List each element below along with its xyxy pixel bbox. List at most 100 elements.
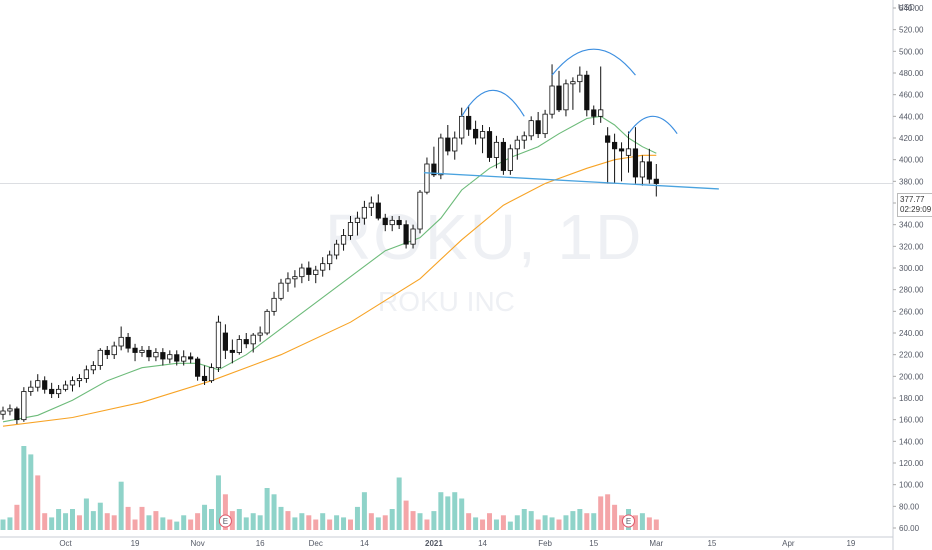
candle-body [500,141,507,171]
candle-body [278,282,284,299]
volume-bar [556,519,562,530]
pattern-arc [461,89,525,117]
y-tick-label: 320.00 [899,242,924,251]
candle-body [90,365,96,371]
candle-body [35,380,41,388]
volume-bar [452,492,458,530]
pattern-arc [628,115,678,135]
candle-body [535,120,541,135]
candle-body [69,380,76,386]
volume-bar [174,521,180,530]
y-tick-label: 180.00 [899,394,924,403]
candle-body [424,163,430,193]
y-tick-label: 500.00 [899,47,924,56]
y-tick-label: 220.00 [899,351,924,360]
volume-bar [591,513,597,530]
volume-bar [605,494,611,530]
volume-bar [612,504,618,530]
volume-bar [181,515,187,530]
x-tick-label: 19 [846,539,855,548]
volume-bar [264,488,270,530]
volume-bar [382,515,388,530]
volume-bar [327,519,333,530]
currency-label[interactable]: USD [898,3,915,12]
x-tick-label: 2021 [425,539,443,548]
candle-body [577,74,583,83]
y-tick-label: 140.00 [899,437,924,446]
volume-bar [438,492,444,530]
candle-body [375,202,381,219]
volume-bar [271,494,277,530]
volume-bar [410,511,416,530]
candle-body [146,349,152,358]
y-tick-label: 240.00 [899,329,924,338]
earnings-marker-label: E [626,517,631,526]
y-tick-label: 460.00 [899,91,924,100]
x-tick-label: Nov [190,539,204,548]
candle-body [598,109,604,117]
x-tick-label: 15 [589,539,598,548]
x-tick-label: Oct [59,539,72,548]
candle-body [361,206,368,219]
candle-body [340,235,347,245]
y-tick-label: 260.00 [899,307,924,316]
candle-body [472,128,479,139]
volume-bar [42,513,48,530]
y-tick-label: 300.00 [899,264,924,273]
volume-bar [35,475,41,530]
candle-body [368,202,374,208]
candle-body [201,375,208,382]
candle-body [333,243,340,256]
volume-bar [146,515,152,530]
candle-body [292,276,298,280]
candle-body [132,347,138,353]
volume-bar [320,513,326,530]
candle-body [320,263,326,271]
candle-body [570,81,576,85]
x-tick-label: Mar [649,539,663,548]
candle-body [347,222,354,236]
candle-body [306,267,312,275]
volume-bar [445,496,451,530]
x-tick-label: 19 [131,539,140,548]
volume-bar [125,506,131,530]
volume-bar [7,517,13,530]
volume-bar [76,515,82,530]
volume-bar [341,517,347,530]
candle-body [299,267,305,278]
x-tick-label: 15 [707,539,716,548]
volume-bar [21,446,27,530]
candle-body [28,386,34,392]
volume-bar [56,509,62,530]
volume-bar [514,515,520,530]
y-tick-label: 100.00 [899,481,924,490]
candle-body [236,339,242,353]
x-tick-label: Apr [782,539,795,548]
volume-bar [570,511,576,530]
volume-bar [577,509,583,530]
volume-bar [361,492,367,530]
pattern-arc [551,48,636,76]
volume-bar [118,481,124,530]
candle-body [556,85,562,111]
volume-bar [535,519,541,530]
candle-body [528,120,534,137]
candle-body [618,148,625,152]
volume-bar [375,517,381,530]
volume-bar [639,513,645,530]
volume-bar [243,517,249,530]
candle-body [188,356,194,360]
volume-bar [70,509,75,530]
y-tick-label: 400.00 [899,156,924,165]
candle-body [417,191,423,230]
volume-bar [285,511,291,530]
candle-body [445,137,451,152]
candle-body [83,369,89,379]
candle-body [250,334,256,345]
volume-bar [83,498,89,530]
volume-bar [0,519,6,530]
candle-body [243,339,249,345]
volume-bar [466,513,472,530]
candle-body [42,380,48,390]
